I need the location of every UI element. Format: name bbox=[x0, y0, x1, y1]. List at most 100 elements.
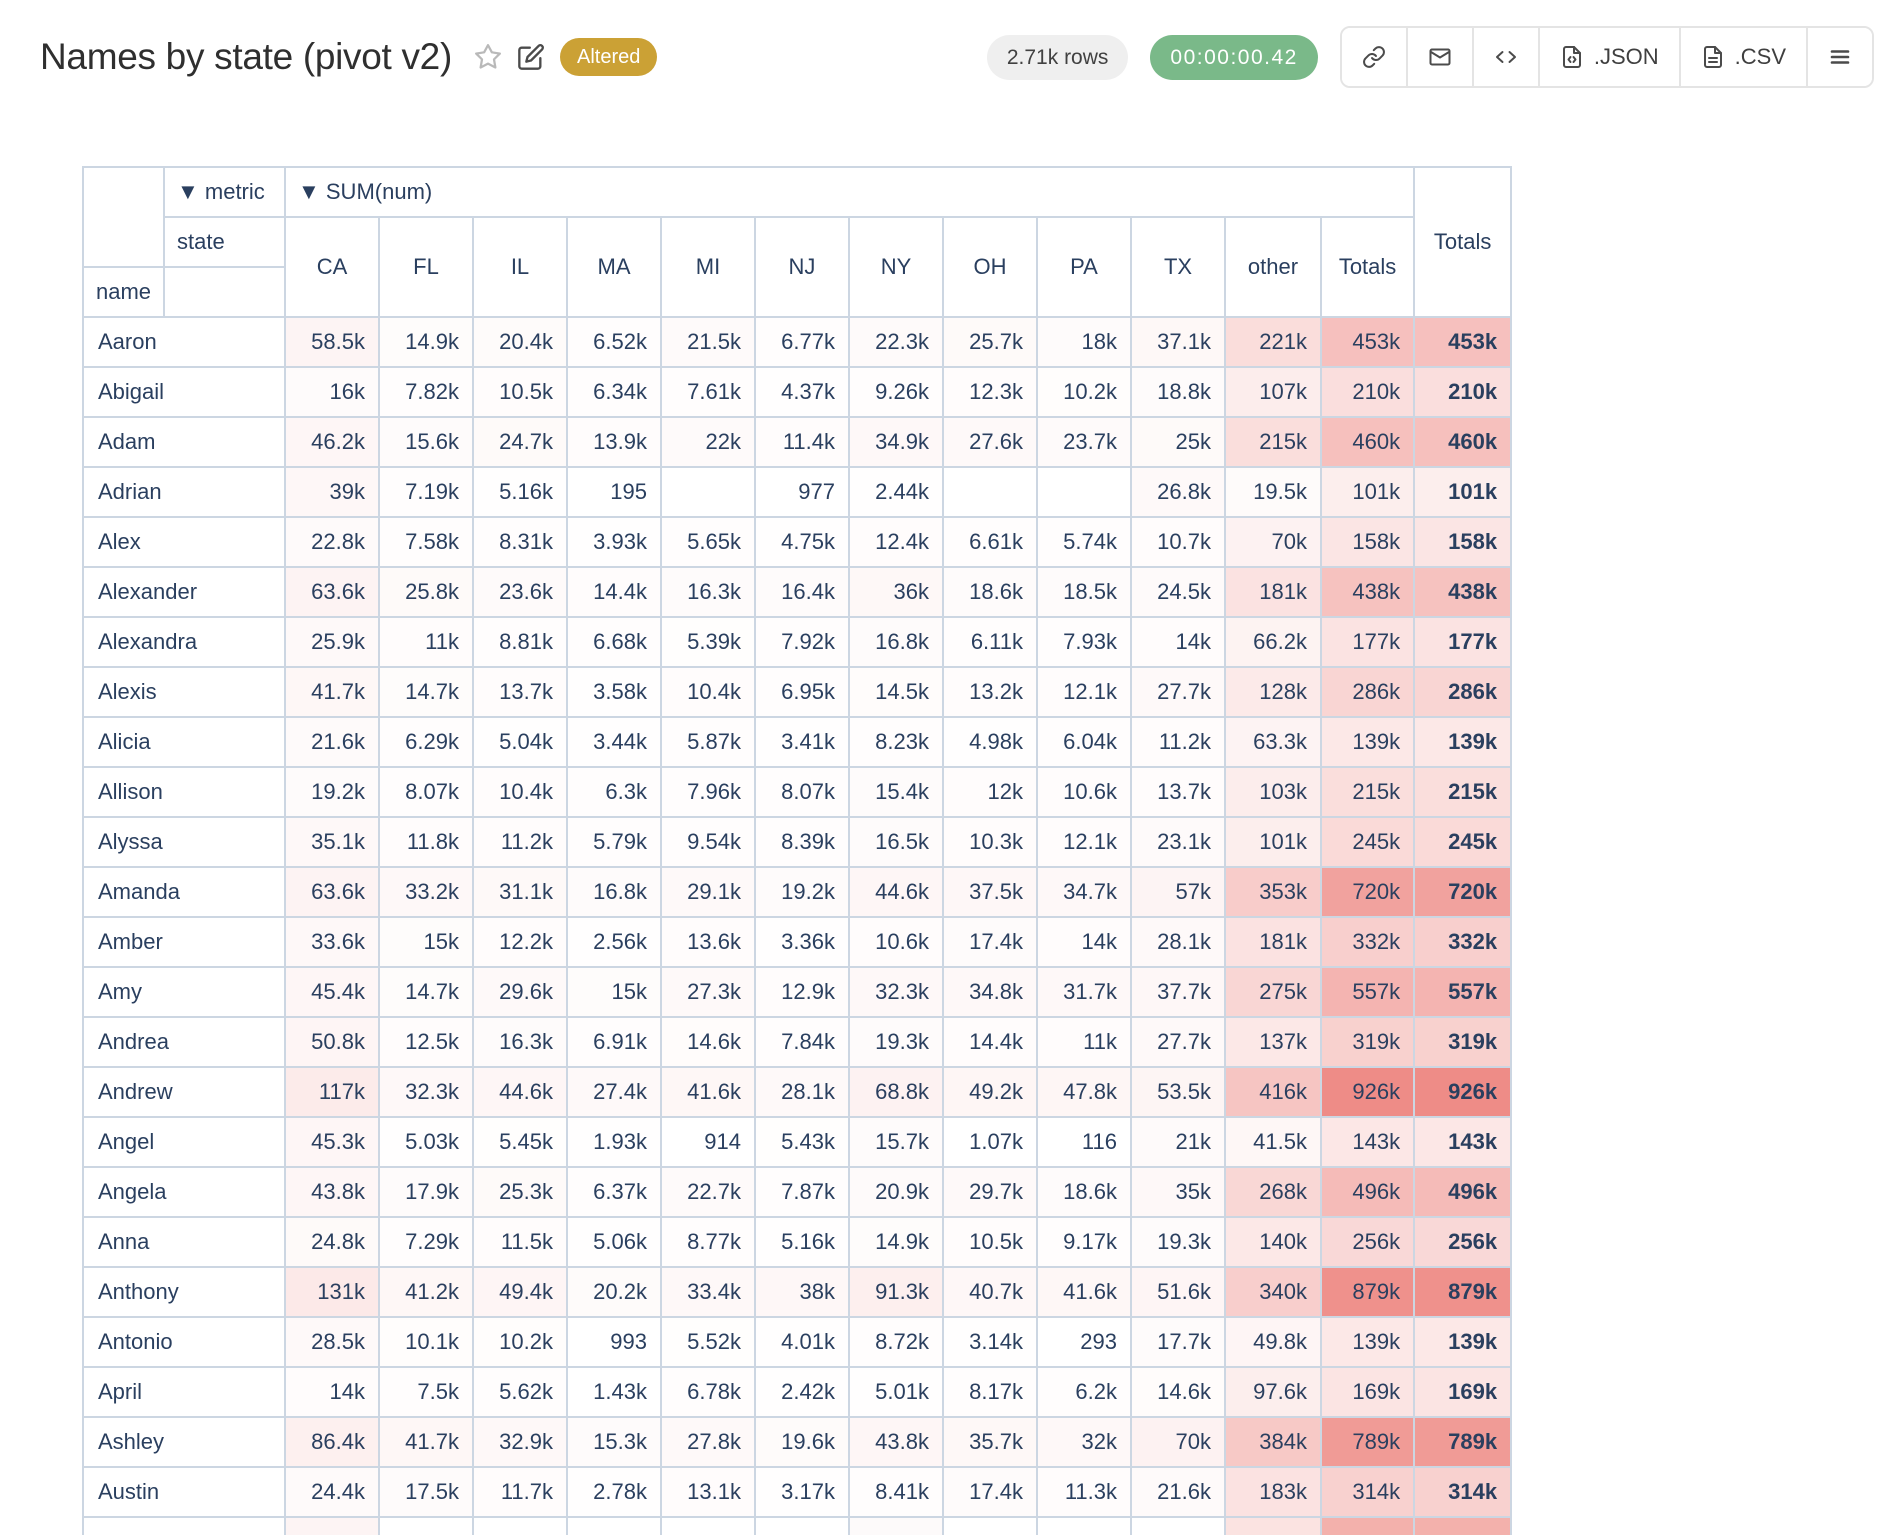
value-cell: 14k bbox=[1130, 616, 1226, 668]
email-button[interactable] bbox=[1405, 28, 1472, 86]
value-cell: 5.06k bbox=[566, 1216, 662, 1268]
edit-title-button[interactable] bbox=[517, 43, 545, 71]
value-cell: 5.16k bbox=[472, 466, 568, 518]
row-label: Alyssa bbox=[82, 816, 286, 868]
row-total-cell: 557k bbox=[1413, 966, 1513, 1018]
value-cell: 332k bbox=[1319, 916, 1416, 968]
value-cell: 7.82k bbox=[378, 366, 474, 418]
value-cell: 8.72k bbox=[848, 1316, 944, 1368]
value-cell: 14.6k bbox=[1130, 1366, 1226, 1418]
row-label: Anthony bbox=[82, 1266, 286, 1318]
value-cell: 10.1k bbox=[378, 1316, 474, 1368]
row-count-pill: 2.71k rows bbox=[986, 34, 1129, 80]
value-cell bbox=[284, 1516, 380, 1535]
value-cell: 11.5k bbox=[472, 1216, 568, 1268]
value-cell: 14.6k bbox=[660, 1016, 756, 1068]
value-cell: 4.75k bbox=[754, 516, 850, 568]
value-cell bbox=[472, 1516, 568, 1535]
value-cell: 7.92k bbox=[754, 616, 850, 668]
value-cell: 107k bbox=[1224, 366, 1322, 418]
value-cell: 11.8k bbox=[378, 816, 474, 868]
col-header-ca: CA bbox=[284, 216, 380, 318]
metric-value-header[interactable]: ▼ SUM(num) bbox=[283, 166, 1416, 218]
value-cell: 63.6k bbox=[284, 866, 380, 918]
value-cell: 22.7k bbox=[660, 1166, 756, 1218]
value-cell: 24.4k bbox=[284, 1466, 380, 1518]
value-cell: 27.7k bbox=[1130, 1016, 1226, 1068]
row-label: Aaron bbox=[82, 316, 286, 368]
row-total-cell: 720k bbox=[1413, 866, 1513, 918]
value-cell: 35.7k bbox=[942, 1416, 1038, 1468]
value-cell: 34.7k bbox=[1036, 866, 1132, 918]
value-cell: 5.74k bbox=[1036, 516, 1132, 568]
link-icon bbox=[1362, 46, 1385, 68]
favorite-button[interactable] bbox=[473, 42, 503, 72]
value-cell: 28.1k bbox=[1130, 916, 1226, 968]
export-csv-button[interactable]: .CSV bbox=[1678, 28, 1806, 86]
value-cell: 3.44k bbox=[566, 716, 662, 768]
value-cell bbox=[660, 466, 756, 518]
value-cell: 47.8k bbox=[1036, 1066, 1132, 1118]
row-label: Angel bbox=[82, 1116, 286, 1168]
row-total-cell: 143k bbox=[1413, 1116, 1513, 1168]
export-json-button[interactable]: .JSON bbox=[1537, 28, 1679, 86]
value-cell: 131k bbox=[284, 1266, 380, 1318]
value-cell bbox=[754, 1516, 850, 1535]
value-cell: 19.6k bbox=[754, 1416, 850, 1468]
value-cell: 7.5k bbox=[378, 1366, 474, 1418]
value-cell: 1.43k bbox=[566, 1366, 662, 1418]
value-cell: 3.58k bbox=[566, 666, 662, 718]
row-label: Adrian bbox=[82, 466, 286, 518]
value-cell: 210k bbox=[1319, 366, 1416, 418]
col-header-totals: Totals bbox=[1319, 216, 1416, 318]
value-cell: 268k bbox=[1224, 1166, 1322, 1218]
value-cell: 2.78k bbox=[566, 1466, 662, 1518]
menu-button[interactable] bbox=[1806, 28, 1872, 86]
altered-badge[interactable]: Altered bbox=[559, 38, 658, 76]
edit-icon bbox=[518, 44, 544, 70]
row-total-cell: 286k bbox=[1413, 666, 1513, 718]
value-cell: 36k bbox=[848, 566, 944, 618]
value-cell: 3.36k bbox=[754, 916, 850, 968]
grand-total-column-header: Totals bbox=[1413, 166, 1513, 318]
value-cell: 15.3k bbox=[566, 1416, 662, 1468]
value-cell: 63.6k bbox=[284, 566, 380, 618]
metric-axis-header[interactable]: ▼ metric bbox=[163, 166, 286, 218]
copy-link-button[interactable] bbox=[1341, 28, 1406, 86]
value-cell bbox=[1224, 1516, 1322, 1535]
value-cell: 32.9k bbox=[472, 1416, 568, 1468]
value-cell: 25.8k bbox=[378, 566, 474, 618]
value-cell: 17.7k bbox=[1130, 1316, 1226, 1368]
table-row: Anthony 131k 41.2k 49.4k 20.2k 33.4k 38k 91.3k 4… bbox=[82, 1266, 1513, 1318]
value-cell: 49.2k bbox=[942, 1066, 1038, 1118]
value-cell: 41.6k bbox=[660, 1066, 756, 1118]
value-cell: 1.93k bbox=[566, 1116, 662, 1168]
row-label: Alex bbox=[82, 516, 286, 568]
value-cell: 23.1k bbox=[1130, 816, 1226, 868]
row-total-cell: 438k bbox=[1413, 566, 1513, 618]
row-label: Alexis bbox=[82, 666, 286, 718]
value-cell: 181k bbox=[1224, 566, 1322, 618]
value-cell: 45.3k bbox=[284, 1116, 380, 1168]
value-cell: 4.01k bbox=[754, 1316, 850, 1368]
value-cell: 314k bbox=[1319, 1466, 1416, 1518]
value-cell: 101k bbox=[1319, 466, 1416, 518]
header-right-cluster: 2.71k rows 00:00:00.42 bbox=[986, 26, 1874, 88]
value-cell: 20.4k bbox=[472, 316, 568, 368]
value-cell: 7.19k bbox=[378, 466, 474, 518]
value-cell: 4.98k bbox=[942, 716, 1038, 768]
value-cell: 41.7k bbox=[284, 666, 380, 718]
value-cell: 5.03k bbox=[378, 1116, 474, 1168]
embed-code-button[interactable] bbox=[1471, 28, 1538, 86]
star-icon bbox=[474, 44, 501, 69]
envelope-icon bbox=[1429, 48, 1451, 66]
value-cell: 116 bbox=[1036, 1116, 1132, 1168]
value-cell: 8.31k bbox=[472, 516, 568, 568]
value-cell: 17.4k bbox=[942, 1466, 1038, 1518]
value-cell: 7.87k bbox=[754, 1166, 850, 1218]
row-label: Andrea bbox=[82, 1016, 286, 1068]
table-row: Andrew 117k 32.3k 44.6k 27.4k 41.6k 28.1k 68.8k… bbox=[82, 1066, 1513, 1118]
value-cell: 22.3k bbox=[848, 316, 944, 368]
value-cell: 11.3k bbox=[1036, 1466, 1132, 1518]
value-cell: 2.42k bbox=[754, 1366, 850, 1418]
